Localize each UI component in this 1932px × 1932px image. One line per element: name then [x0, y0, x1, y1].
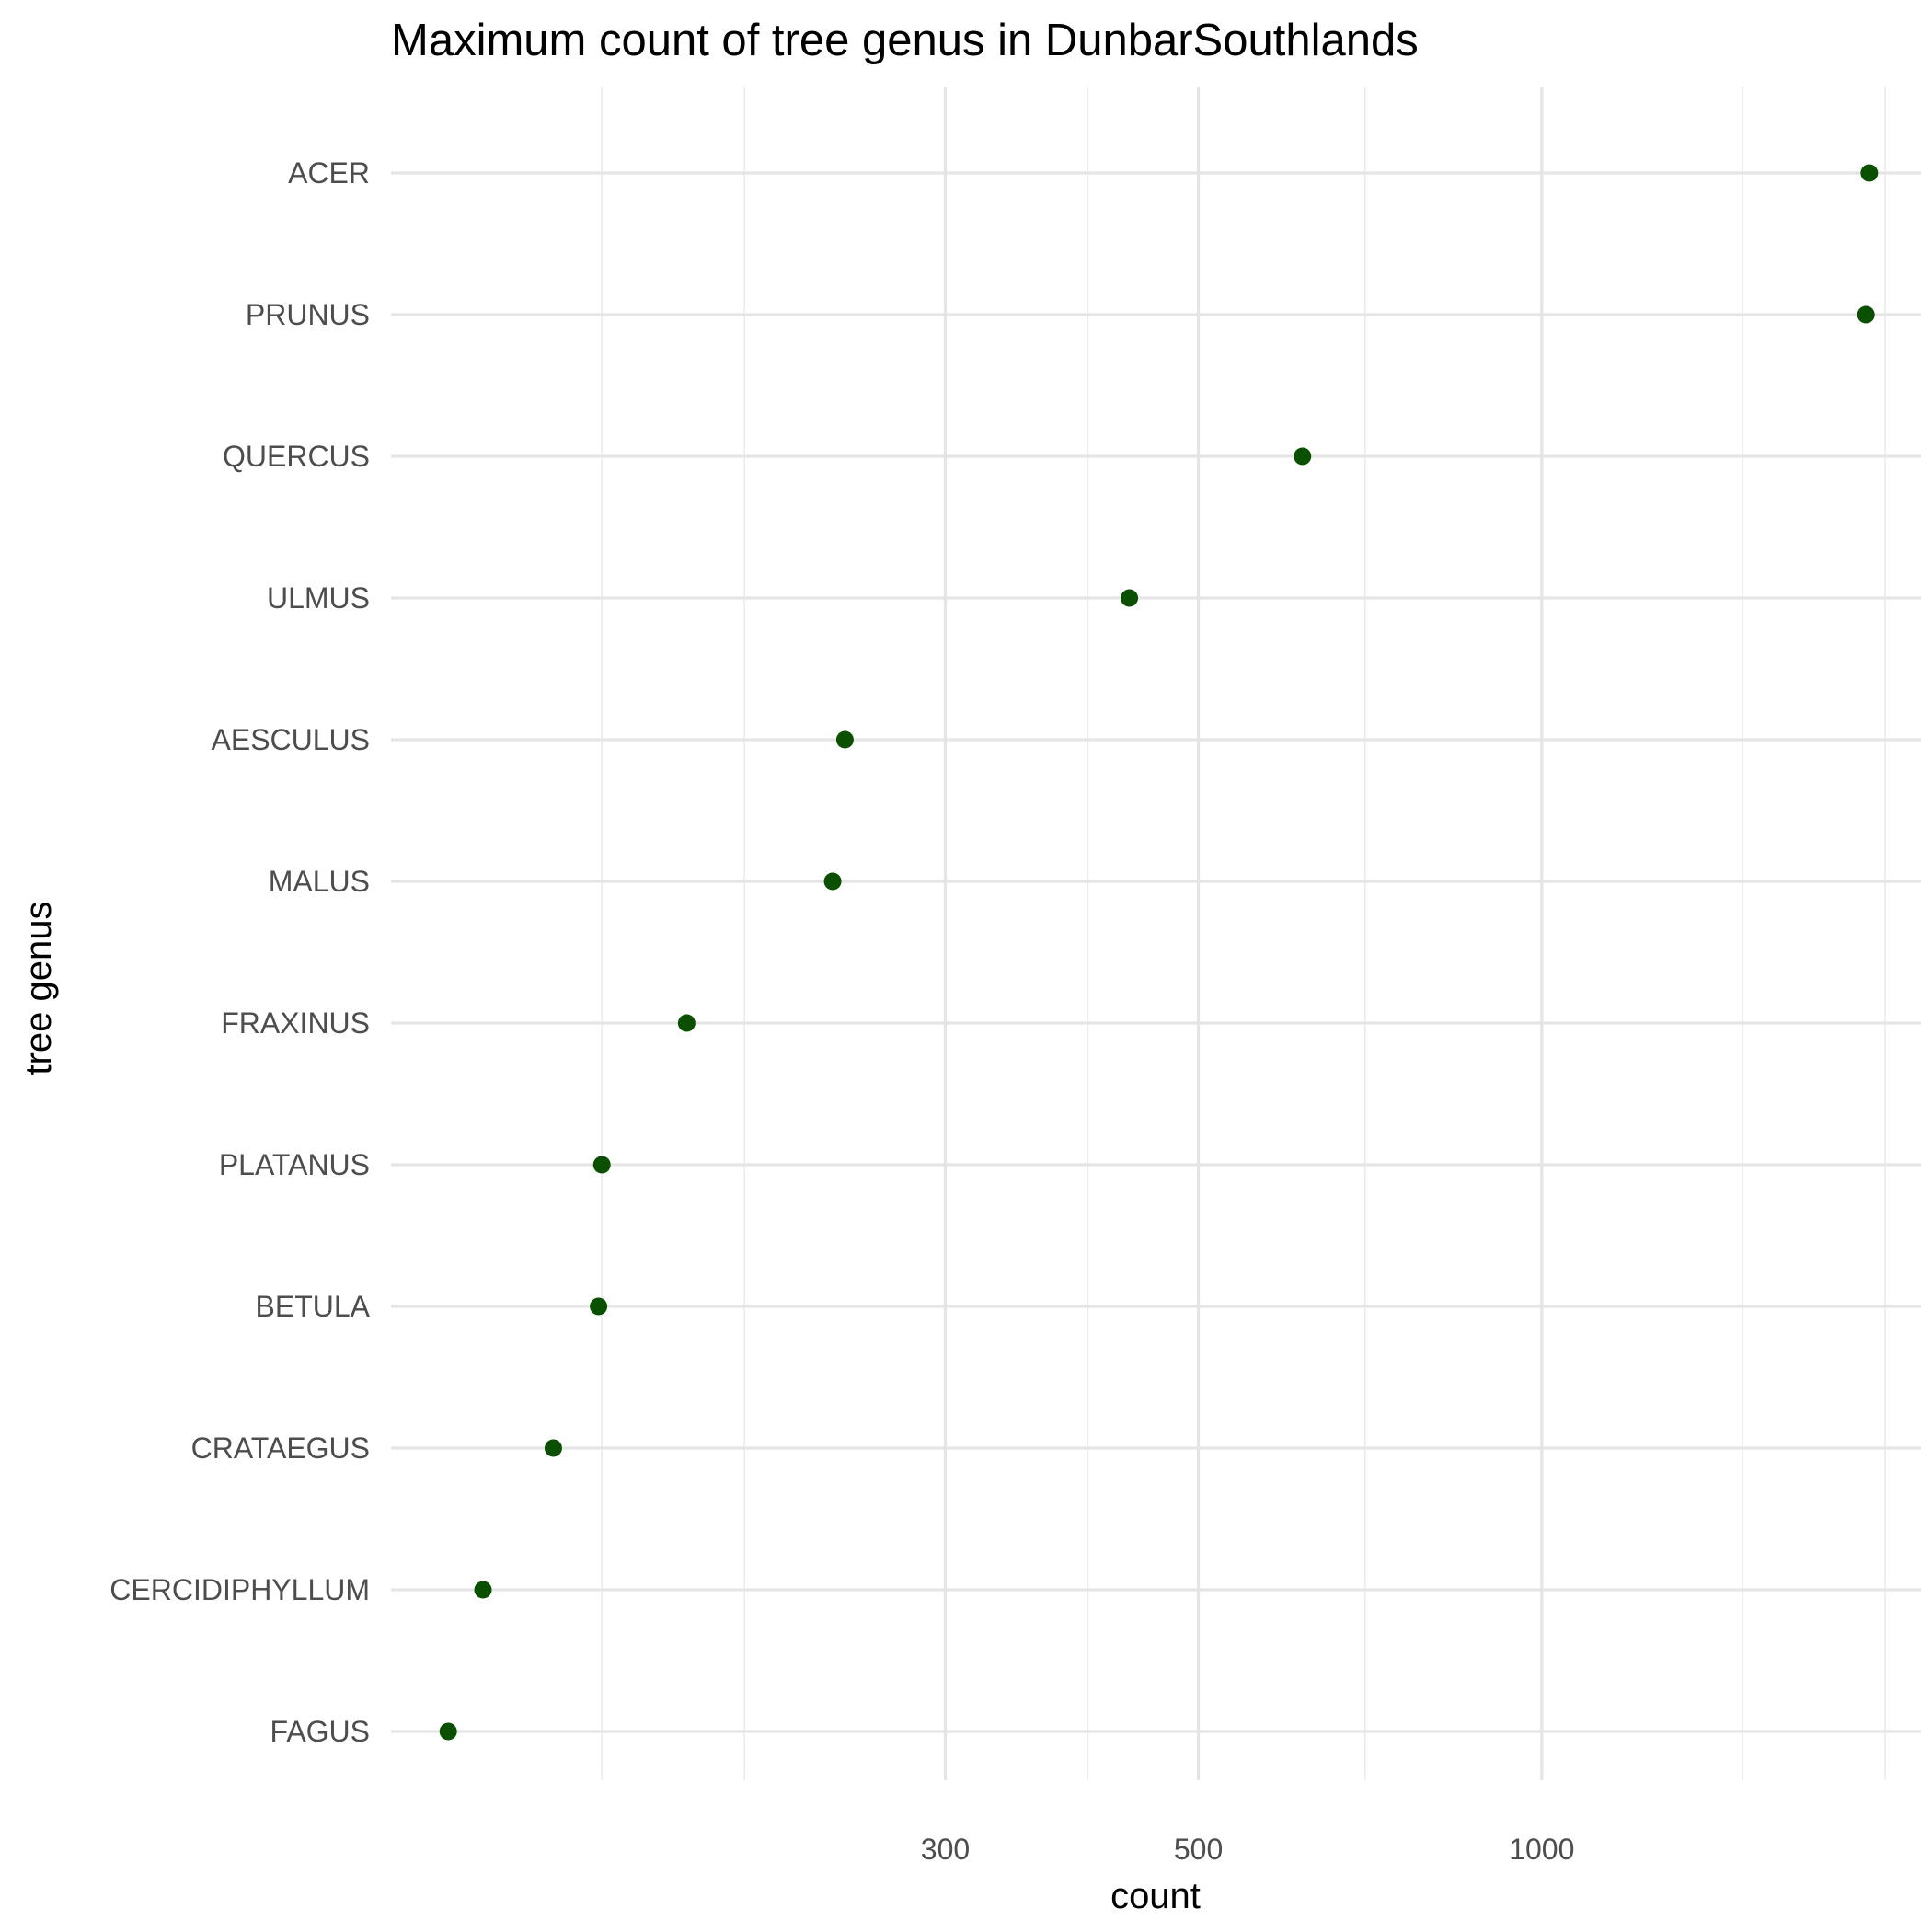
y-tick-label: QUERCUS [223, 440, 370, 473]
data-points [439, 164, 1879, 1741]
x-axis-title: count [1110, 1876, 1201, 1916]
y-tick-label: MALUS [269, 865, 370, 898]
y-tick-label: ULMUS [267, 581, 370, 615]
data-point [835, 730, 854, 749]
data-point [1294, 447, 1312, 466]
data-point [677, 1014, 696, 1032]
y-tick-label: FAGUS [270, 1715, 370, 1748]
x-tick-label: 500 [1174, 1833, 1223, 1866]
data-point [1860, 164, 1879, 182]
minor-gridlines [601, 87, 1886, 1780]
x-tick-label: 1000 [1509, 1833, 1574, 1866]
x-tick-label: 300 [921, 1833, 970, 1866]
data-point [592, 1156, 611, 1174]
data-point [1121, 589, 1139, 607]
data-point [544, 1439, 562, 1457]
y-tick-label: CERCIDIPHYLLUM [109, 1573, 370, 1606]
y-tick-label: CRATAEGUS [191, 1432, 370, 1465]
x-axis-tick-labels: 300 500 1000 [921, 1833, 1575, 1866]
y-axis-tick-labels: ACER PRUNUS QUERCUS ULMUS AESCULUS MALUS FRAXI… [109, 156, 370, 1748]
data-point [1857, 305, 1875, 324]
major-gridlines [391, 87, 1921, 1780]
y-tick-label: FRAXINUS [221, 1006, 370, 1040]
data-point [590, 1297, 608, 1316]
data-point [823, 872, 842, 891]
y-tick-label: BETULA [256, 1290, 371, 1323]
data-point [439, 1722, 457, 1741]
y-tick-label: AESCULUS [212, 723, 371, 756]
y-tick-label: ACER [288, 156, 370, 190]
data-point [474, 1581, 492, 1599]
y-tick-label: PLATANUS [219, 1148, 370, 1181]
chart-title: Maximum count of tree genus in DunbarSou… [391, 16, 1419, 65]
y-axis-title: tree genus [18, 901, 59, 1075]
y-tick-label: PRUNUS [246, 298, 370, 331]
